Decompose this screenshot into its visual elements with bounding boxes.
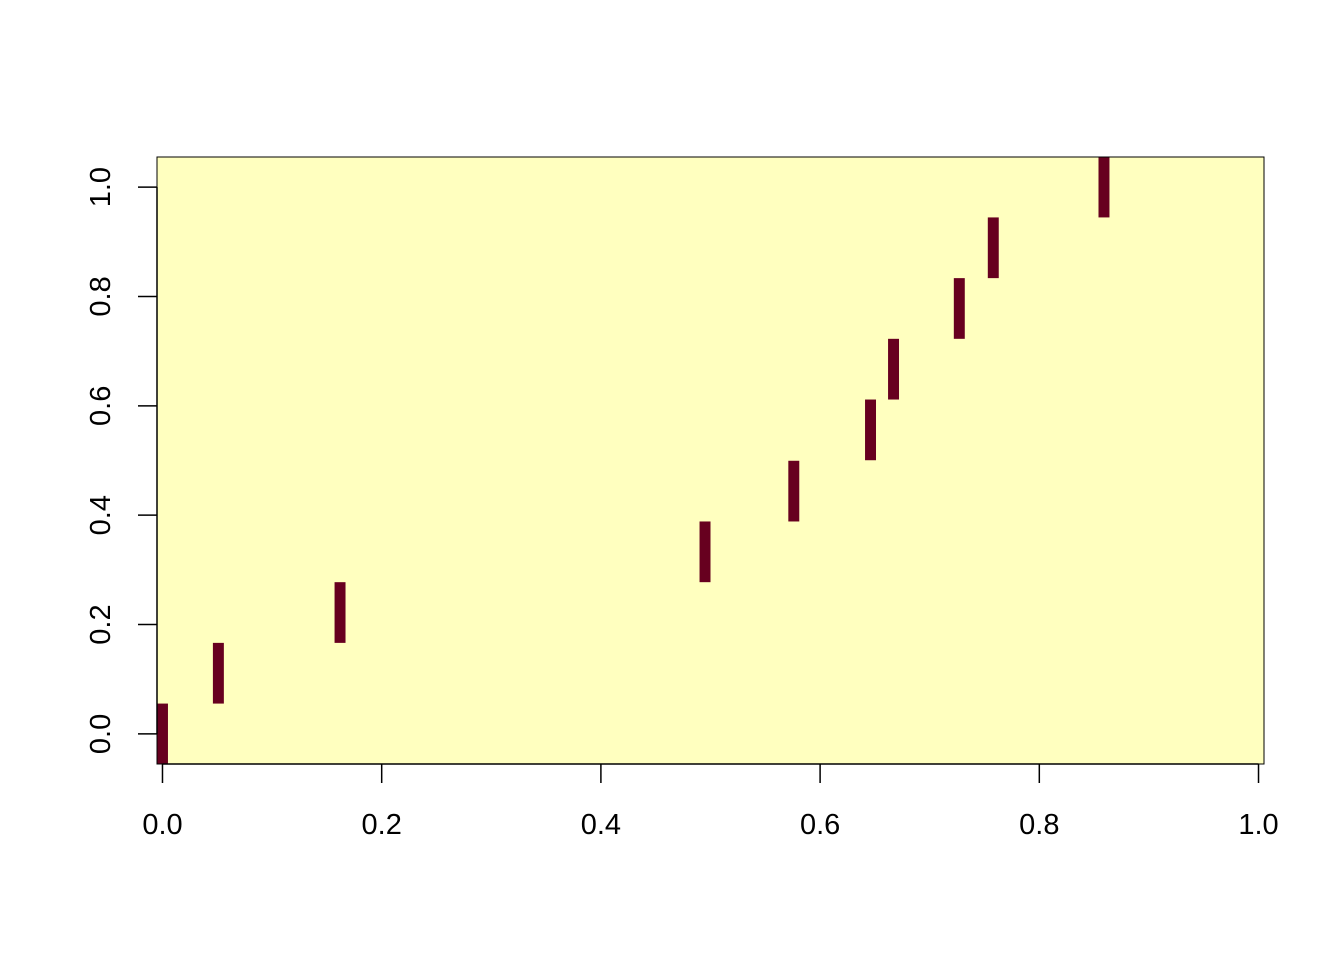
y-tick-label: 1.0 bbox=[85, 167, 117, 207]
heatmap-cells bbox=[157, 157, 1110, 764]
y-tick-label: 0.2 bbox=[85, 604, 117, 644]
heatmap-cell-4 bbox=[788, 460, 800, 522]
heatmap-cell-6 bbox=[888, 338, 900, 400]
y-tick-label: 0.6 bbox=[85, 386, 117, 426]
y-tick-label: 0.8 bbox=[85, 276, 117, 316]
heatmap-cell-8 bbox=[987, 217, 999, 279]
y-axis: 0.0 0.2 0.4 0.6 0.8 1.0 bbox=[85, 167, 158, 754]
x-tick-label: 0.0 bbox=[142, 809, 182, 841]
heatmap-cell-7 bbox=[953, 278, 965, 339]
x-tick-label: 0.4 bbox=[581, 809, 621, 841]
x-tick-label: 0.2 bbox=[362, 809, 402, 841]
x-tick-label: 1.0 bbox=[1238, 809, 1278, 841]
x-tick-label: 0.6 bbox=[800, 809, 840, 841]
x-axis: 0.0 0.2 0.4 0.6 0.8 1.0 bbox=[142, 763, 1279, 841]
heatmap-cell-5 bbox=[865, 399, 877, 461]
plot-background bbox=[157, 157, 1264, 764]
y-tick-label: 0.4 bbox=[85, 495, 117, 535]
heatmap-cell-9 bbox=[1098, 157, 1110, 218]
heatmap-cell-0 bbox=[157, 703, 168, 764]
x-tick-label: 0.8 bbox=[1019, 809, 1059, 841]
y-tick-label: 0.0 bbox=[85, 714, 117, 754]
heatmap-cell-2 bbox=[334, 582, 346, 643]
heatmap-cell-3 bbox=[699, 521, 711, 583]
heatmap-cell-1 bbox=[212, 642, 224, 704]
